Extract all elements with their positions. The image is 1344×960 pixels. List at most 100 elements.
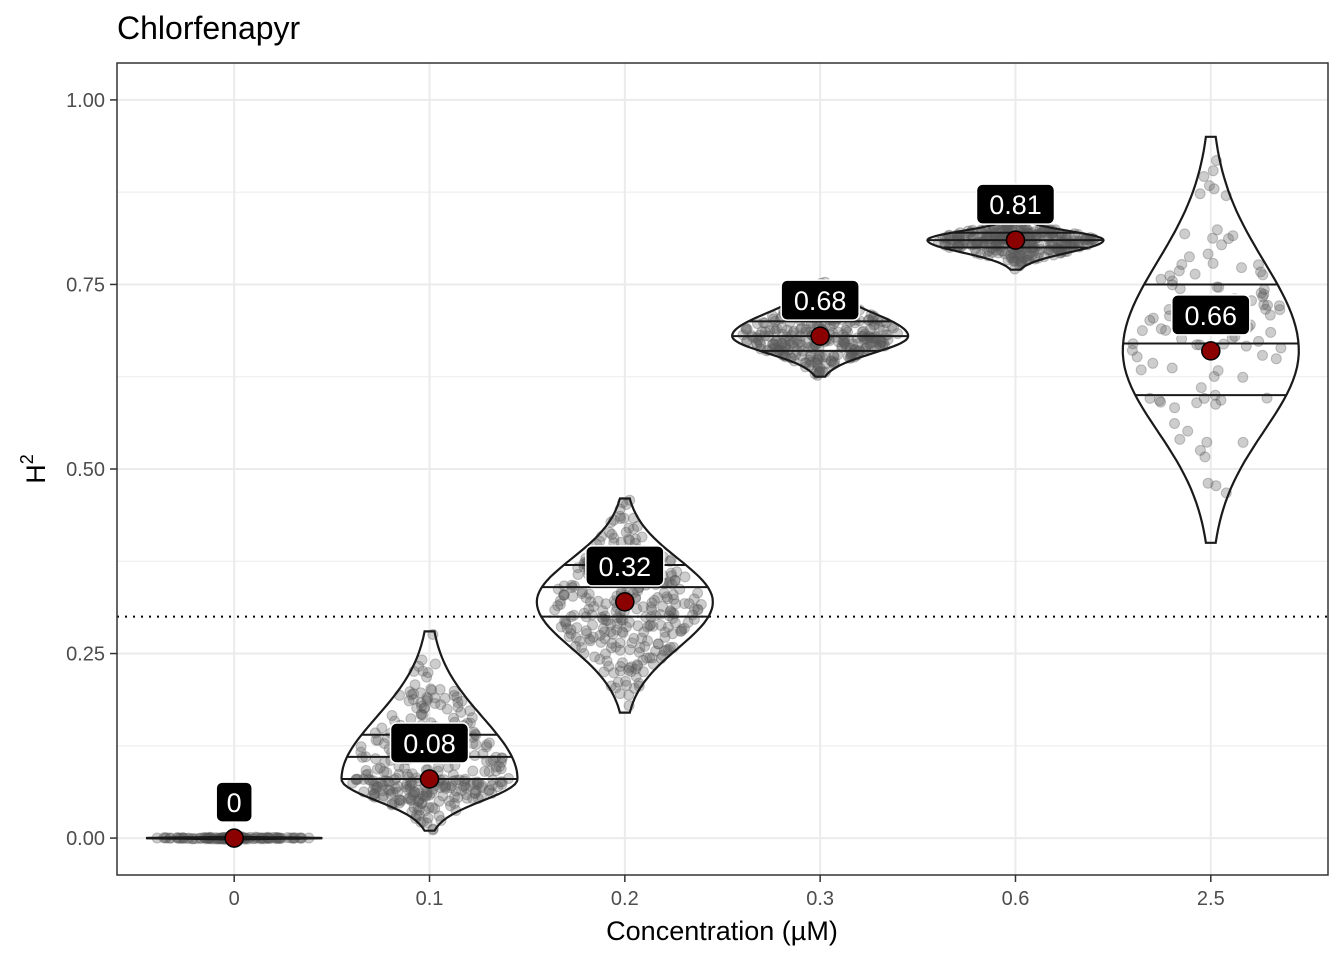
data-point [426, 801, 438, 813]
data-point [382, 783, 394, 795]
data-point [646, 652, 658, 664]
mean-label-text: 0 [227, 788, 242, 818]
data-point [1173, 265, 1185, 277]
data-point [768, 339, 780, 351]
data-point [1066, 238, 1077, 250]
data-point [606, 637, 618, 649]
data-point [878, 337, 890, 349]
data-point [741, 323, 753, 335]
data-point [878, 324, 889, 336]
data-point [623, 689, 635, 701]
data-point [1014, 250, 1026, 262]
data-point [370, 753, 381, 765]
data-point [1008, 255, 1020, 267]
data-point [989, 228, 1001, 240]
data-point [658, 645, 670, 657]
data-point [565, 624, 577, 636]
data-point [1174, 433, 1186, 445]
data-point [981, 233, 993, 245]
data-point [384, 784, 396, 796]
data-point [603, 660, 615, 672]
data-point [580, 592, 592, 604]
x-tick-label: 0.6 [1002, 888, 1030, 910]
x-axis-title: Concentration (µM) [606, 916, 838, 946]
x-tick-label: 0.1 [416, 888, 444, 910]
data-point [393, 797, 405, 809]
data-point [981, 230, 993, 242]
data-point [450, 774, 462, 786]
data-point [576, 588, 588, 600]
data-point [558, 580, 570, 592]
data-point [1183, 251, 1195, 263]
data-point [417, 709, 429, 721]
data-point [480, 741, 492, 753]
data-point [372, 781, 384, 793]
data-point [1208, 371, 1220, 382]
data-point [611, 624, 623, 636]
data-point [1147, 312, 1159, 324]
data-point [1015, 255, 1027, 267]
data-point [747, 331, 759, 343]
data-point [617, 614, 629, 626]
data-point [435, 815, 447, 826]
x-tick-label: 0 [229, 888, 240, 910]
data-point [392, 786, 404, 798]
y-tick-label: 0.25 [66, 644, 105, 666]
data-point [1237, 436, 1249, 448]
data-point [659, 631, 671, 643]
data-point [665, 567, 677, 579]
data-point [662, 593, 674, 605]
data-point [615, 513, 626, 524]
violin-0 [145, 828, 323, 848]
data-point [771, 323, 783, 335]
y-axis: 0.00 0.25 0.50 0.75 1.00 [66, 90, 117, 850]
data-point [616, 626, 628, 638]
data-point [381, 767, 393, 779]
data-point [852, 338, 864, 350]
data-point [1154, 395, 1165, 406]
data-point [1202, 248, 1214, 260]
violin-0.2 [535, 494, 714, 714]
violin-outline [535, 497, 714, 714]
data-point [487, 755, 499, 766]
data-point [864, 332, 876, 344]
data-point [600, 598, 612, 610]
mean-label-text: 0.32 [599, 552, 652, 582]
data-point [421, 789, 433, 801]
data-point [483, 784, 495, 796]
data-point [1176, 259, 1188, 270]
mean-label-box [780, 279, 860, 321]
data-point [1264, 309, 1276, 321]
data-point [1022, 250, 1033, 262]
data-point [737, 329, 749, 341]
data-point [439, 692, 451, 704]
data-point [587, 619, 598, 631]
data-point [467, 765, 479, 777]
data-point [409, 786, 421, 798]
data-point [413, 788, 425, 799]
data-point [999, 248, 1011, 260]
data-point [637, 666, 649, 678]
data-point [447, 775, 459, 787]
data-point [646, 597, 658, 609]
data-point [847, 338, 859, 350]
data-point [612, 612, 624, 624]
data-point [422, 693, 434, 705]
data-point [554, 598, 566, 610]
data-point [1009, 255, 1021, 267]
mean-label-box [975, 183, 1056, 225]
data-point [451, 691, 463, 703]
data-point [792, 338, 804, 350]
data-point [637, 654, 649, 666]
data-point [809, 357, 821, 368]
data-point [421, 692, 433, 703]
data-point [652, 638, 664, 650]
data-point [588, 601, 600, 612]
data-point [605, 642, 617, 654]
data-point [817, 351, 828, 363]
data-point [1237, 371, 1249, 383]
data-point [592, 595, 604, 607]
mean-label: 0.32 [585, 545, 665, 587]
data-point [481, 739, 493, 751]
data-point [355, 746, 367, 758]
